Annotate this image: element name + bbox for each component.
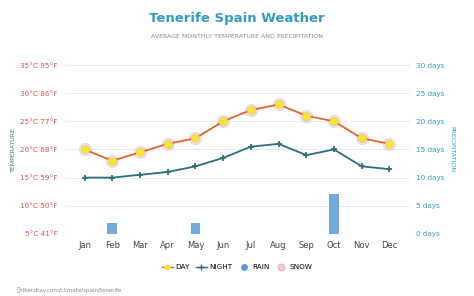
Bar [108,223,117,234]
Text: 📍hikersbay.com/climate/spain/tenerife: 📍hikersbay.com/climate/spain/tenerife [17,287,122,293]
Y-axis label: TEMPERATURE: TEMPERATURE [11,127,16,172]
Legend: DAY, NIGHT, RAIN, SNOW: DAY, NIGHT, RAIN, SNOW [159,261,315,273]
Text: Tenerife Spain Weather: Tenerife Spain Weather [149,12,325,25]
Text: AVERAGE MONTHLY TEMPERATURE AND PRECIPITATION: AVERAGE MONTHLY TEMPERATURE AND PRECIPIT… [151,34,323,39]
Bar [329,194,339,234]
Y-axis label: PRECIPITATION: PRECIPITATION [449,126,454,173]
Bar [191,223,201,234]
